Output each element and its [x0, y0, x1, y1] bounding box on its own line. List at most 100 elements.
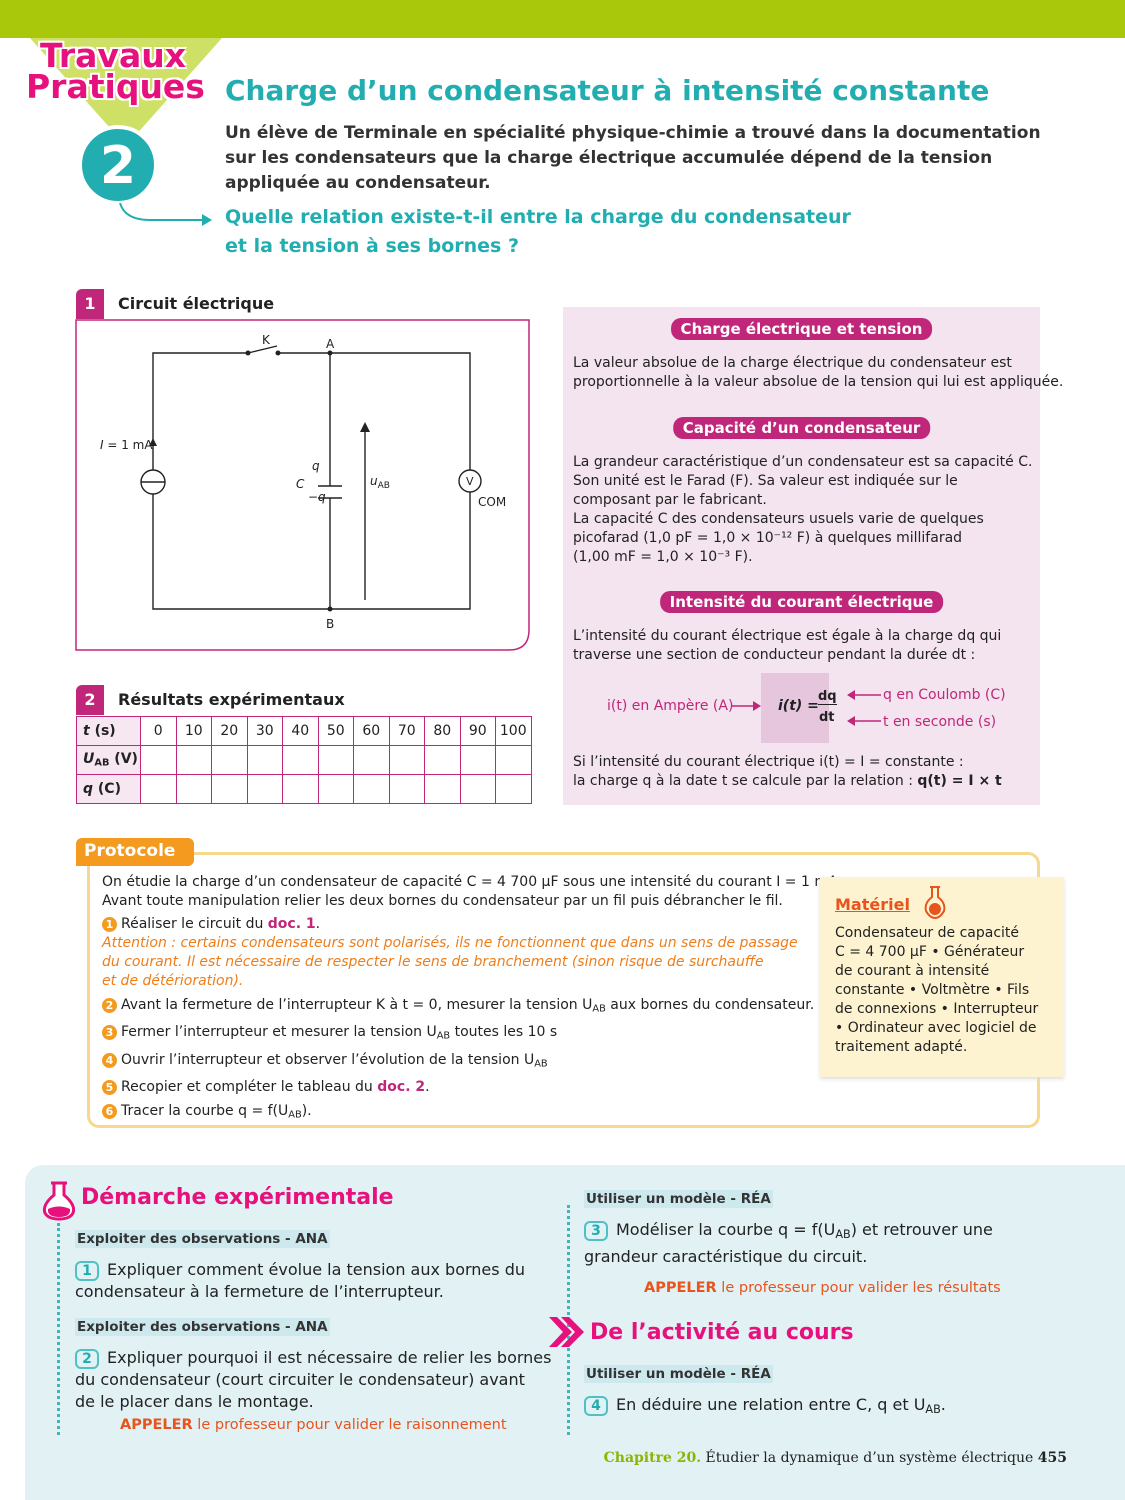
label-charge: q	[312, 459, 320, 473]
empty-cell	[211, 774, 248, 804]
text: Quelle relation existe-t-il entre la cha…	[225, 206, 851, 228]
empty-cell	[317, 774, 354, 804]
text: toutes les 10 s	[450, 1024, 558, 1041]
text: La valeur absolue de la charge électriqu…	[573, 355, 1012, 371]
decoration: t (s) 0 10 20 30 40 50 60 70 80 90 100	[76, 716, 532, 746]
formula-note: t en seconde (s)	[883, 714, 997, 730]
footer: Chapitre 20. Étudier la dynamique d’un s…	[604, 1450, 1067, 1466]
formula: dq	[818, 689, 837, 705]
empty-cell	[388, 774, 425, 804]
decoration	[327, 350, 333, 356]
formula: i(t) =	[778, 698, 819, 714]
text: 4	[102, 1052, 117, 1068]
question-block: Exploiter des observations - ANA 1 Expliq…	[75, 1228, 551, 1433]
decoration	[561, 1317, 584, 1347]
text: constante • Voltmètre • Fils	[835, 982, 1030, 998]
decoration: 6 Tracer la courbe q = f(UAB).	[102, 1102, 842, 1124]
intro: Un élève de Terminale en spécialité phys…	[225, 121, 1041, 196]
tp-number: 2	[99, 136, 137, 196]
materiel-title: Matériel	[835, 895, 910, 914]
text: 2	[102, 998, 117, 1013]
decoration: 4 En déduire une relation entre C, q et U…	[584, 1394, 946, 1421]
materiel-box: Matériel Condensateur de capacité C = 4 7…	[820, 877, 1064, 1077]
badge-graphic	[30, 38, 222, 226]
text: appliquée au condensateur.	[225, 173, 491, 193]
label-current: I = 1 mA	[100, 438, 153, 452]
decoration: Attention : certains condensateurs sont …	[102, 934, 842, 991]
text: Expliquer pourquoi il est nécessaire de …	[107, 1348, 552, 1367]
decoration: 1 Réaliser le circuit du doc. 1.	[102, 915, 842, 934]
text: 1	[102, 917, 117, 932]
label-node: B	[326, 617, 334, 631]
text: q	[83, 781, 94, 797]
text: t	[83, 723, 90, 739]
row-label: q (C)	[76, 774, 141, 804]
section-title: De l’activité au cours	[590, 1320, 854, 1345]
decoration	[327, 606, 333, 612]
decoration	[119, 202, 205, 221]
text: Étudier la dynamique d’un système électr…	[701, 1450, 1034, 1466]
text: APPELER	[644, 1279, 717, 1296]
text: I	[100, 438, 104, 452]
text: 5	[102, 1080, 117, 1096]
text: 6	[102, 1104, 117, 1120]
decoration	[47, 1206, 71, 1217]
text: 3	[584, 1221, 608, 1241]
empty-cell	[140, 774, 177, 804]
table-cell: 30	[246, 716, 283, 746]
text: AB	[925, 1402, 941, 1416]
empty-cell	[353, 745, 390, 775]
text: traitement adapté.	[835, 1039, 968, 1055]
section-heading: Charge électrique et tension	[670, 318, 933, 340]
decoration	[202, 214, 212, 226]
label-node: A	[326, 337, 335, 351]
text: et de détérioration).	[102, 973, 244, 989]
decoration	[731, 694, 881, 722]
table-cell: 70	[388, 716, 425, 746]
text: doc. 1	[267, 916, 316, 932]
text: composant par le fabricant.	[573, 492, 767, 508]
section-heading: Intensité du courant électrique	[659, 591, 944, 613]
text: 455	[1037, 1450, 1067, 1466]
label-voltage: uAB	[370, 474, 390, 491]
text: Ouvrir l’interrupteur et observer l’évol…	[121, 1051, 535, 1068]
empty-cell	[424, 745, 461, 775]
text: aux bornes du condensateur.	[605, 997, 815, 1013]
table-cell: 20	[211, 716, 248, 746]
text: (1,00 mF = 1,0 × 10⁻³ F).	[573, 549, 753, 565]
questions-panel: Démarche expérimentale Exploiter des obs…	[25, 1165, 1125, 1500]
section-text: La grandeur caractéristique d’un condens…	[573, 453, 1032, 567]
materiel-list: Condensateur de capacité C = 4 700 µF • G…	[835, 924, 1038, 1057]
text: Un élève de Terminale en spécialité phys…	[225, 123, 1041, 143]
conclusion: Si l’intensité du courant électrique i(t…	[573, 753, 1002, 791]
empty-cell	[317, 745, 354, 775]
text: du courant. Il est nécessaire de respect…	[102, 954, 764, 970]
text: .	[315, 916, 321, 932]
text: Son unité est le Farad (F). Sa valeur es…	[573, 473, 958, 489]
section-heading: Capacité d’un condensateur	[672, 417, 931, 439]
text: de le placer dans le montage.	[75, 1392, 314, 1411]
formula-box	[761, 673, 829, 743]
empty-cell	[282, 774, 319, 804]
text: Pratiques	[26, 67, 205, 106]
decoration	[149, 438, 157, 446]
doc-title: Circuit électrique	[118, 294, 275, 313]
label-switch: K	[262, 333, 271, 347]
empty-cell	[459, 774, 496, 804]
decoration: 2 Expliquer pourquoi il est nécessaire de…	[75, 1347, 551, 1413]
text: AB	[436, 1030, 451, 1042]
text: Condensateur de capacité	[835, 925, 1020, 941]
text: u	[370, 474, 378, 488]
flask-icon	[42, 1181, 76, 1221]
text: Fermer l’interrupteur et mesurer la tens…	[121, 1024, 437, 1041]
title: Charge d’un condensateur à intensité con…	[225, 74, 990, 107]
text: Modéliser la courbe q = f(U	[616, 1220, 836, 1239]
text: On étudie la charge d’un condensateur de…	[102, 874, 842, 890]
decoration: q (C)	[76, 774, 532, 804]
decoration	[78, 125, 158, 205]
text: Attention : certains condensateurs sont …	[102, 935, 798, 951]
text: AB	[534, 1058, 548, 1070]
text: Travaux	[40, 36, 186, 75]
decoration: APPELER le professeur pour valider les r…	[644, 1280, 1001, 1296]
empty-cell	[495, 745, 532, 775]
